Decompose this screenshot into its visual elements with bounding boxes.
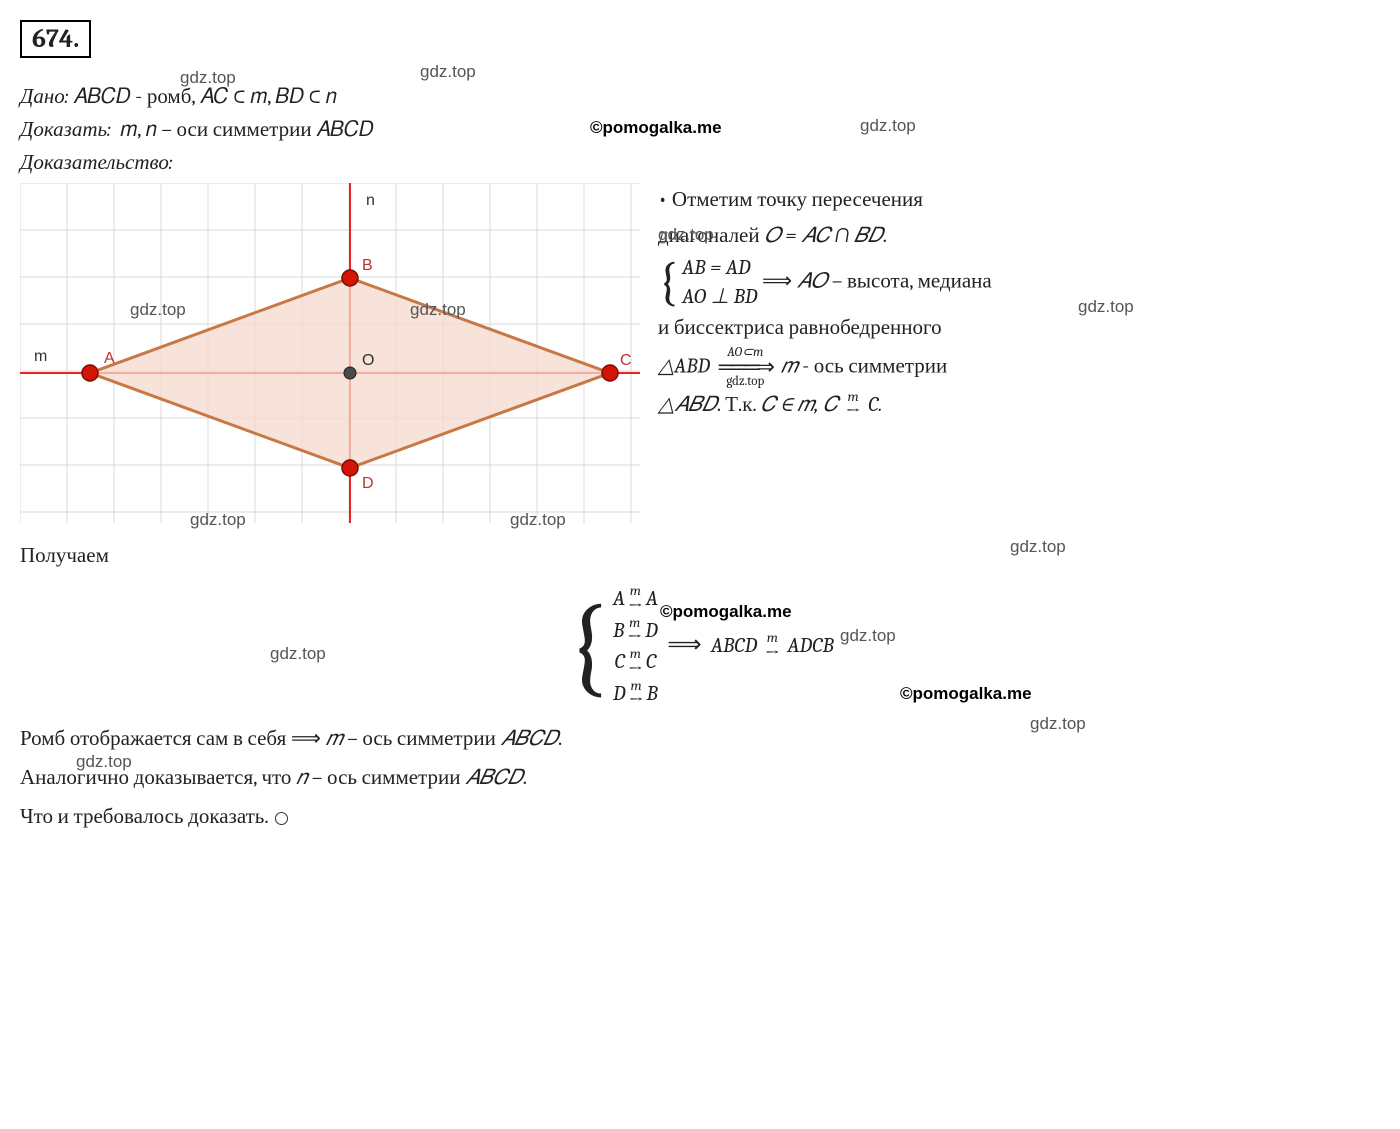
- watermark-pomo: ©pomogalka.me: [900, 684, 1032, 704]
- watermark-pomo: ©pomogalka.me: [660, 602, 792, 622]
- watermark-gdz: gdz.top: [270, 644, 326, 664]
- qed-marker: [275, 812, 288, 825]
- proof-line: { AB = AD AO ⊥ BD ⟹ 𝐴𝑂 – высота, медиана: [658, 254, 1380, 311]
- conclusion-1: Ромб отображается сам в себя ⟹ 𝑚 – ось с…: [20, 726, 1380, 751]
- given-text: 𝐴𝐵𝐶𝐷 - ромб, 𝐴𝐶 ⊂ 𝑚, 𝐵𝐷 ⊂ 𝑛: [73, 85, 337, 109]
- prove-line: Доказать: 𝑚, 𝑛 – оси симметрии 𝐴𝐵𝐶𝐷: [20, 117, 1380, 142]
- svg-text:C: C: [620, 352, 632, 369]
- prove-label: Доказать: [20, 118, 107, 142]
- svg-text:m: m: [34, 348, 47, 365]
- proof-line: △ABD AO⊂m ═══⇒ gdz.top 𝑚 - ось симметрии: [658, 347, 1380, 388]
- proof-line: • Отметим точку пересечения: [658, 183, 1380, 219]
- watermark-gdz: gdz.top: [840, 626, 896, 646]
- proof-line: △𝐴𝐵𝐷. Т.к. 𝐶 ∈ 𝑚, 𝐶 m→ C.: [658, 388, 1380, 424]
- mapping-system: gdz.top ©pomogalka.me gdz.top ©pomogalka…: [20, 584, 1380, 710]
- proof-line: и биссектриса равнобедренного: [658, 311, 1380, 347]
- svg-text:B: B: [362, 257, 373, 274]
- svg-text:D: D: [362, 475, 374, 492]
- proof-text-right: gdz.top gdz.top • Отметим точку пересече…: [658, 183, 1380, 523]
- conclusion-2: Аналогично доказывается, что 𝑛 – ось сим…: [20, 765, 1380, 790]
- proof-label: Доказательство:: [20, 150, 1380, 175]
- svg-text:O: O: [362, 352, 374, 369]
- watermark-gdz: gdz.top: [420, 62, 476, 82]
- rhombus-diagram: A B C D Om n: [20, 183, 640, 523]
- qed-line: Что и требовалось доказать.: [20, 804, 1380, 829]
- watermark-gdz: gdz.top: [1010, 537, 1066, 557]
- given-label: Дано: [20, 85, 65, 109]
- problem-number: 674.: [20, 20, 91, 58]
- prove-text: 𝑚, 𝑛 – оси симметрии 𝐴𝐵𝐶𝐷: [120, 118, 374, 142]
- svg-text:n: n: [366, 192, 375, 209]
- get-result: Получаем gdz.top: [20, 543, 1380, 568]
- given-line: Дано: 𝐴𝐵𝐶𝐷 - ромб, 𝐴𝐶 ⊂ 𝑚, 𝐵𝐷 ⊂ 𝑛: [20, 84, 1380, 109]
- svg-text:A: A: [104, 350, 115, 367]
- proof-line: диагоналей 𝑂 = 𝐴𝐶 ∩ 𝐵𝐷.: [658, 219, 1380, 255]
